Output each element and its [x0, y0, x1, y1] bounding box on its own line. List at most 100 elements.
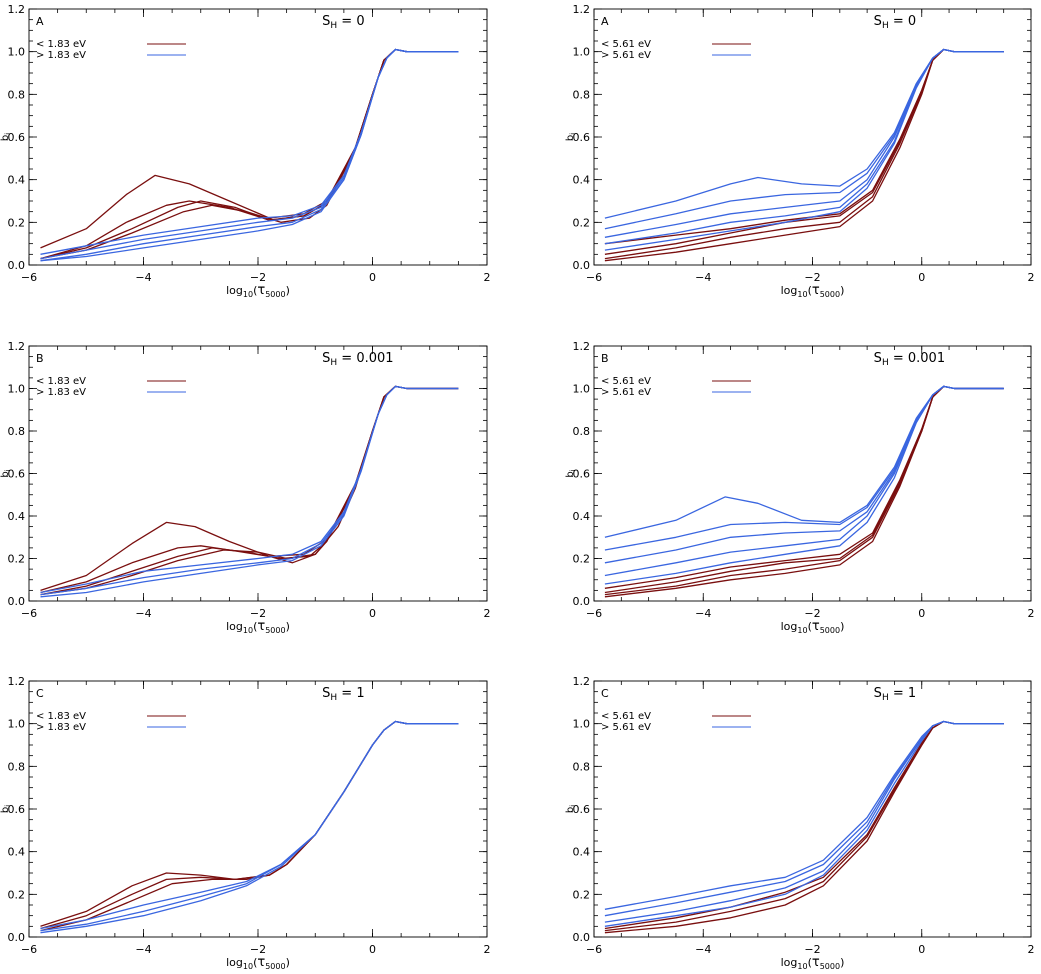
x-tick-label: 2 — [484, 607, 491, 620]
y-tick-label: 0.0 — [573, 595, 591, 608]
legend-label: < 5.61 eV — [601, 376, 651, 387]
y-tick-label: 0.6 — [573, 468, 591, 481]
y-axis-label: bi — [0, 133, 12, 141]
chart-panel-6: −6 −4 −2 0 2 0.0 0.2 0.4 0.6 0.8 1.0 1.2 C SH = 1 < 5.… — [565, 675, 1035, 971]
y-tick-label: 1.2 — [8, 340, 26, 353]
chart-panel-3: −6 −4 −2 0 2 0.0 0.2 0.4 0.6 0.8 1.0 1.2 B SH = 0.001… — [0, 340, 491, 635]
y-tick-label: 0.6 — [8, 803, 26, 816]
legend-label: > 5.61 eV — [601, 722, 651, 733]
x-tick-label: −6 — [21, 943, 37, 956]
y-tick-label: 1.0 — [8, 718, 26, 731]
y-tick-label: 0.6 — [573, 131, 591, 144]
series-line — [604, 48, 1004, 230]
x-tick-label: 2 — [1028, 607, 1035, 620]
y-tick-label: 0.2 — [573, 553, 591, 566]
plot-frame — [593, 680, 1032, 938]
series-line — [604, 720, 1004, 910]
legend-label: < 5.61 eV — [601, 39, 651, 50]
y-tick-label: 0.4 — [573, 174, 591, 187]
x-tick-label: 0 — [918, 271, 925, 284]
x-tick-label: 0 — [918, 943, 925, 956]
plot-frame — [593, 345, 1032, 602]
x-axis-label: log10(τ5000) — [226, 283, 290, 299]
sh-annotation: SH = 0 — [322, 14, 364, 31]
x-tick-label: −2 — [250, 943, 266, 956]
y-axis-label: bi — [565, 469, 577, 477]
x-tick-label: −6 — [21, 607, 37, 620]
series-line — [40, 720, 459, 930]
y-tick-label: 0.8 — [8, 88, 26, 101]
y-tick-label: 0.0 — [8, 595, 26, 608]
y-tick-label: 0.2 — [573, 216, 591, 229]
y-tick-label: 0.8 — [8, 425, 26, 438]
y-tick-label: 0.4 — [8, 846, 26, 859]
y-tick-label: 1.0 — [8, 46, 26, 59]
y-tick-label: 0.2 — [8, 888, 26, 901]
series-line — [604, 385, 1004, 596]
x-tick-label: 2 — [484, 943, 491, 956]
legend-label: < 5.61 eV — [601, 711, 651, 722]
series-line — [604, 48, 1004, 238]
y-tick-label: 0.8 — [573, 760, 591, 773]
x-tick-label: 2 — [1028, 271, 1035, 284]
legend-label: < 1.83 eV — [36, 39, 86, 50]
y-tick-label: 0.4 — [8, 510, 26, 523]
y-tick-label: 0.6 — [8, 468, 26, 481]
series-line — [604, 48, 1004, 245]
series-line — [40, 720, 459, 932]
y-tick-label: 0.8 — [8, 760, 26, 773]
y-tick-label: 1.2 — [8, 3, 26, 16]
x-tick-label: 0 — [918, 607, 925, 620]
y-tick-label: 1.0 — [8, 383, 26, 396]
x-tick-label: −6 — [21, 271, 37, 284]
legend-label: > 1.83 eV — [36, 50, 86, 61]
panel-label: A — [601, 15, 609, 28]
series-line — [604, 720, 1004, 934]
panel-label: C — [601, 687, 609, 700]
panel-label: C — [36, 687, 44, 700]
panel-label: B — [36, 352, 44, 365]
series-line — [40, 385, 459, 594]
legend-label: < 1.83 eV — [36, 376, 86, 387]
y-tick-label: 0.0 — [573, 931, 591, 944]
y-axis-label: bi — [0, 469, 12, 477]
series-line — [604, 48, 1004, 251]
y-axis-label: bi — [565, 805, 577, 813]
x-tick-label: −2 — [804, 271, 820, 284]
y-tick-label: 1.0 — [573, 718, 591, 731]
y-tick-label: 0.8 — [573, 425, 591, 438]
series-line — [40, 720, 459, 927]
sh-annotation: SH = 0.001 — [874, 351, 945, 368]
y-tick-label: 0.6 — [573, 803, 591, 816]
x-axis-label: log10(τ5000) — [781, 955, 845, 971]
sh-annotation: SH = 0 — [874, 14, 916, 31]
series-line — [40, 48, 459, 262]
series-line — [604, 385, 1004, 594]
x-axis-label: log10(τ5000) — [781, 283, 845, 299]
y-tick-label: 0.0 — [8, 931, 26, 944]
plot-frame — [28, 680, 488, 938]
series-line — [604, 385, 1004, 564]
x-tick-label: −2 — [250, 271, 266, 284]
sh-annotation: SH = 0.001 — [322, 351, 393, 368]
x-tick-label: −2 — [250, 607, 266, 620]
series-line — [40, 720, 459, 934]
series-line — [604, 48, 1004, 245]
sh-annotation: SH = 1 — [322, 686, 364, 703]
y-tick-label: 1.2 — [573, 3, 591, 16]
x-axis-label: log10(τ5000) — [781, 619, 845, 635]
y-tick-label: 1.0 — [573, 383, 591, 396]
chart-panel-4: −6 −4 −2 0 2 0.0 0.2 0.4 0.6 0.8 1.0 1.2 B SH = 0.001… — [565, 340, 1035, 635]
y-tick-label: 0.0 — [8, 259, 26, 272]
chart-panel-1: −6 −4 −2 0 2 0.0 0.2 0.4 0.6 0.8 1.0 1.2 A SH = 0 < 1.… — [0, 3, 491, 299]
series-line — [604, 720, 1004, 930]
x-tick-label: −2 — [804, 943, 820, 956]
y-tick-label: 0.2 — [8, 553, 26, 566]
chart-panel-2: −6 −4 −2 0 2 0.0 0.2 0.4 0.6 0.8 1.0 1.2 A SH = 0 < 5.… — [565, 3, 1035, 299]
x-tick-label: −4 — [695, 271, 711, 284]
series-line — [40, 48, 459, 262]
x-tick-label: −4 — [135, 607, 151, 620]
legend-label: > 5.61 eV — [601, 387, 651, 398]
series-line — [40, 720, 459, 930]
